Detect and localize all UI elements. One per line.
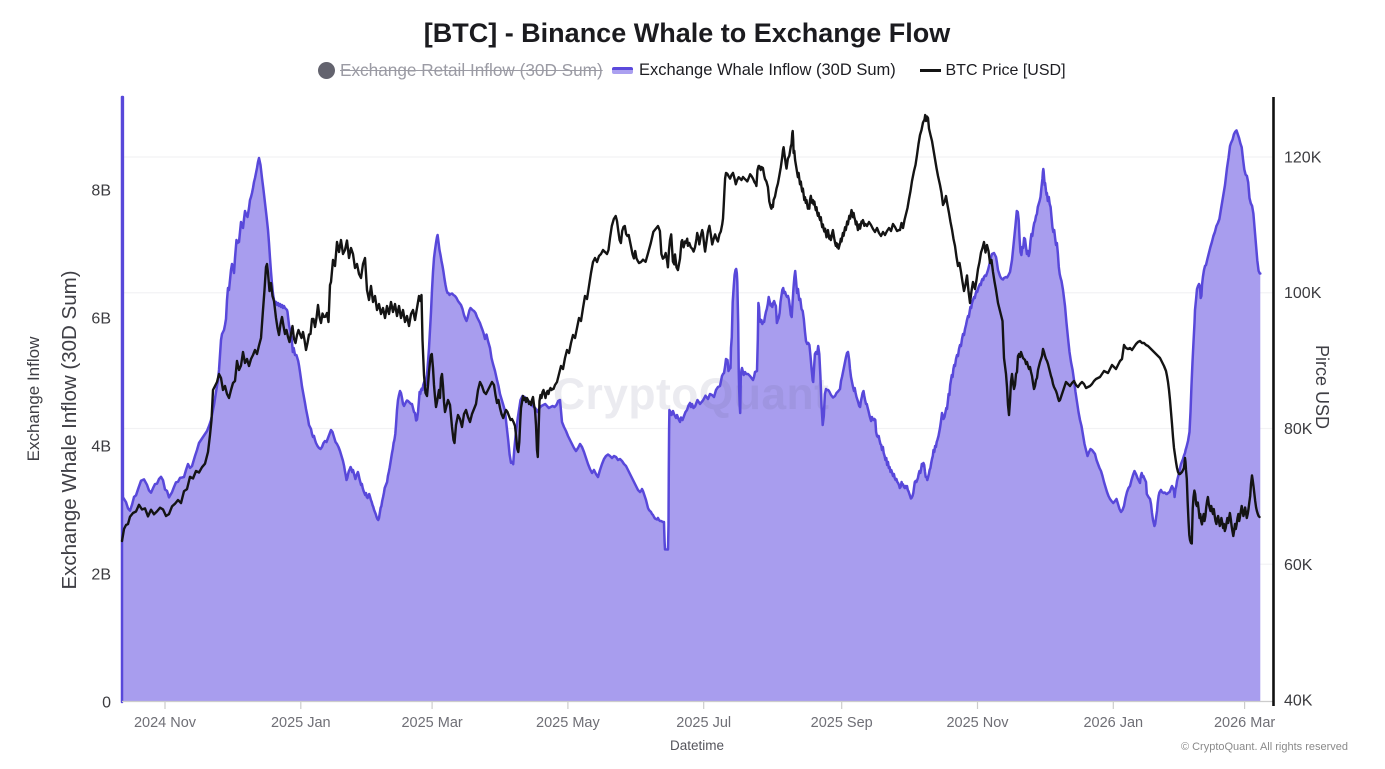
svg-text:6B: 6B bbox=[91, 311, 111, 328]
svg-text:2025 Jul: 2025 Jul bbox=[676, 715, 731, 731]
svg-text:CryptoQuant: CryptoQuant bbox=[553, 370, 829, 419]
svg-text:2025 Mar: 2025 Mar bbox=[401, 715, 462, 731]
svg-text:60K: 60K bbox=[1284, 557, 1313, 574]
svg-text:Exchange Whale Inflow (30D Sum: Exchange Whale Inflow (30D Sum) bbox=[58, 270, 81, 589]
svg-text:2026 Jan: 2026 Jan bbox=[1083, 715, 1143, 731]
svg-text:2024 Nov: 2024 Nov bbox=[134, 715, 197, 731]
svg-text:2025 Sep: 2025 Sep bbox=[811, 715, 873, 731]
svg-text:Datetime: Datetime bbox=[670, 738, 724, 753]
svg-text:2025 Jan: 2025 Jan bbox=[271, 715, 331, 731]
svg-text:100K: 100K bbox=[1284, 285, 1322, 302]
svg-text:Exchange Inflow: Exchange Inflow bbox=[24, 336, 43, 461]
svg-text:4B: 4B bbox=[91, 439, 111, 456]
svg-text:40K: 40K bbox=[1284, 693, 1313, 710]
svg-text:0: 0 bbox=[102, 695, 111, 712]
svg-text:80K: 80K bbox=[1284, 421, 1313, 438]
svg-text:2026 Mar: 2026 Mar bbox=[1214, 715, 1275, 731]
svg-text:2B: 2B bbox=[91, 567, 111, 584]
svg-text:Pirce USD: Pirce USD bbox=[1312, 345, 1332, 429]
svg-text:8B: 8B bbox=[91, 183, 111, 200]
svg-text:© CryptoQuant. All rights rese: © CryptoQuant. All rights reserved bbox=[1181, 741, 1348, 753]
svg-text:2025 Nov: 2025 Nov bbox=[946, 715, 1009, 731]
svg-text:120K: 120K bbox=[1284, 150, 1322, 167]
svg-text:2025 May: 2025 May bbox=[536, 715, 600, 731]
